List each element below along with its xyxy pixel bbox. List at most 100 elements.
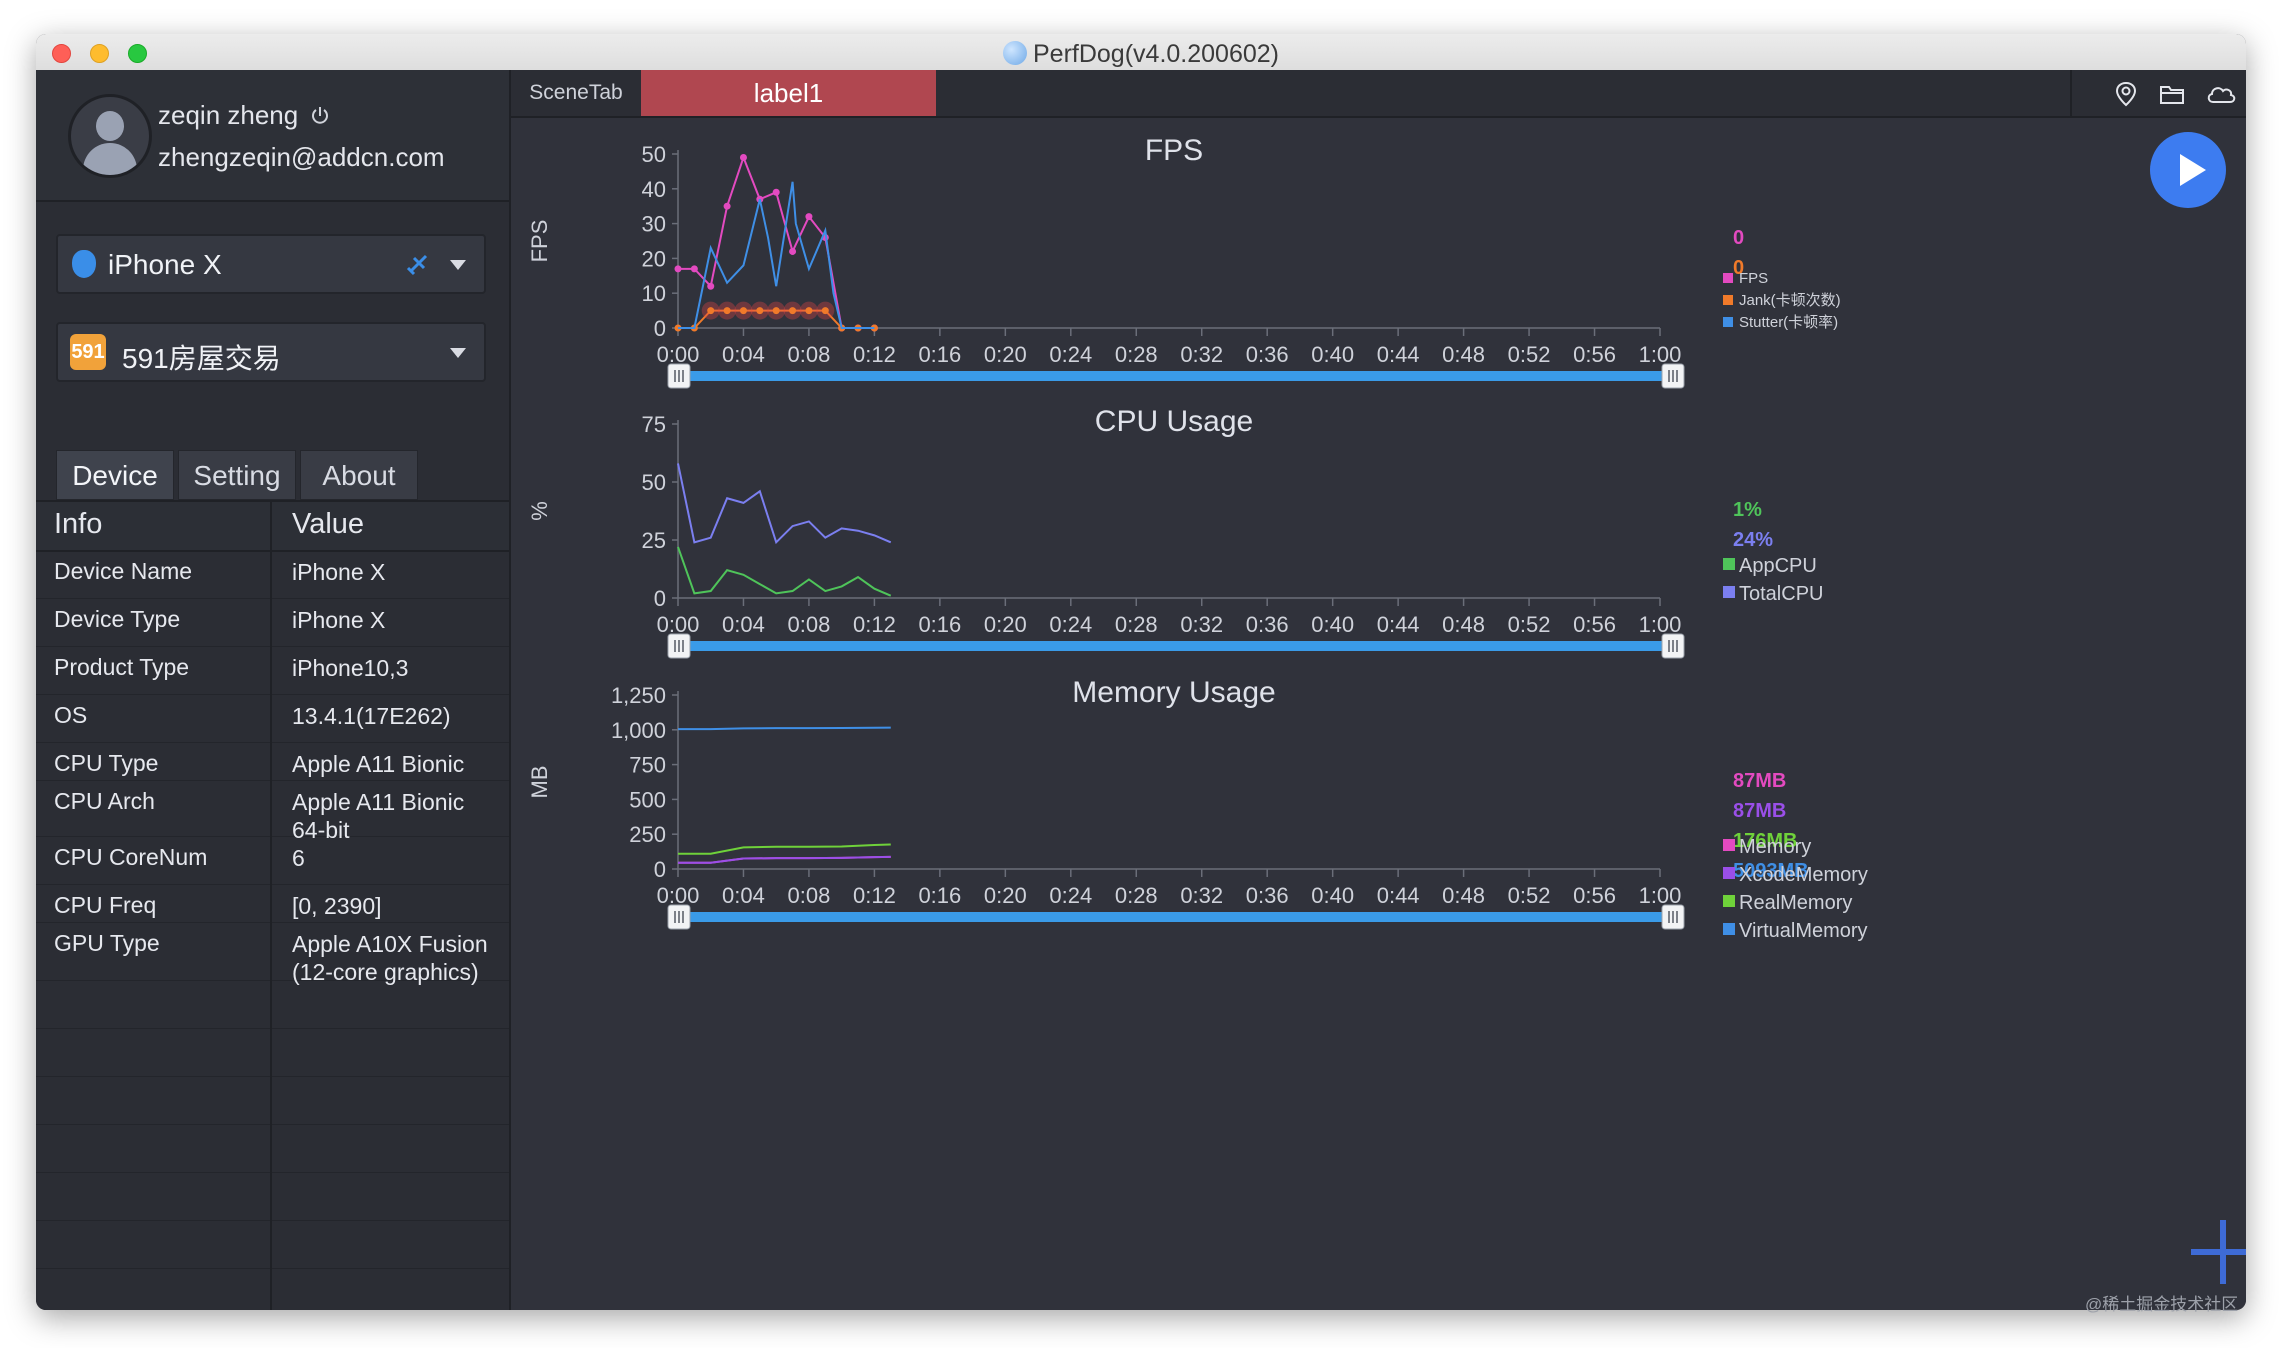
- legend-entry[interactable]: VirtualMemory: [1739, 920, 1868, 942]
- user-name-text: zeqin zheng: [158, 100, 299, 130]
- data-point: [739, 307, 747, 315]
- chart-title: FPS: [1145, 134, 1203, 167]
- x-tick-label: 0:08: [788, 883, 831, 908]
- series-line-totalcpu: [677, 463, 892, 545]
- info-value: [0, 2390]: [292, 893, 382, 919]
- info-value: iPhone10,3: [292, 655, 409, 681]
- column-header-info: Info: [54, 508, 103, 540]
- legend-swatch: [1723, 558, 1735, 570]
- x-tick-label: 0:04: [722, 342, 765, 367]
- location-pin-icon[interactable]: [2112, 80, 2140, 108]
- x-tick-label: 1:00: [1639, 612, 1682, 637]
- y-tick-label: 40: [642, 177, 666, 202]
- current-value: 1%: [1733, 499, 1762, 521]
- y-axis-label: %: [527, 501, 552, 521]
- tab-setting[interactable]: Setting: [178, 450, 296, 500]
- legend-entry[interactable]: Stutter(卡顿率): [1739, 314, 1838, 331]
- y-tick-label: 0: [654, 857, 666, 882]
- toolbar-icons: [2070, 70, 2246, 116]
- chart-title: CPU Usage: [1095, 405, 1253, 438]
- close-window-button[interactable]: [52, 44, 71, 63]
- legend-entry[interactable]: TotalCPU: [1739, 583, 1823, 605]
- x-tick-label: 0:56: [1573, 342, 1616, 367]
- y-tick-label: 50: [642, 142, 666, 167]
- watermark: @稀土掘金技术社区: [2085, 1295, 2239, 1314]
- x-tick-label: 0:00: [657, 342, 700, 367]
- info-value: 6: [292, 845, 305, 871]
- user-name: zeqin zheng: [158, 100, 331, 131]
- folder-icon[interactable]: [2158, 80, 2186, 108]
- legend-entry[interactable]: XcodeMemory: [1739, 864, 1868, 886]
- legend-entry[interactable]: Memory: [1739, 836, 1811, 858]
- y-tick-label: 1,000: [611, 718, 666, 743]
- data-point: [723, 307, 731, 315]
- avatar[interactable]: [68, 94, 152, 178]
- table-row: Product Type iPhone10,3: [36, 646, 509, 695]
- legend-swatch: [1723, 923, 1735, 935]
- legend-entry[interactable]: AppCPU: [1739, 555, 1817, 577]
- minimize-window-button[interactable]: [90, 44, 109, 63]
- y-tick-label: 30: [642, 212, 666, 237]
- table-row: OS 13.4.1(17E262): [36, 694, 509, 743]
- x-tick-label: 0:44: [1377, 883, 1420, 908]
- power-icon[interactable]: [309, 105, 331, 127]
- x-tick-label: 0:24: [1049, 342, 1092, 367]
- chevron-down-icon: [450, 260, 466, 270]
- time-range-slider-track[interactable]: [678, 912, 1672, 922]
- data-point: [789, 307, 797, 315]
- current-value: 5093MB: [1733, 860, 1809, 882]
- x-tick-label: 0:40: [1311, 612, 1354, 637]
- data-point: [723, 202, 731, 210]
- scene-tab[interactable]: SceneTab: [529, 81, 623, 104]
- data-point: [805, 213, 813, 221]
- x-tick-label: 0:52: [1508, 342, 1551, 367]
- device-select[interactable]: iPhone X: [56, 234, 486, 294]
- empty-table-row: [36, 980, 509, 1029]
- current-value: 176MB: [1733, 830, 1797, 852]
- x-tick-label: 0:52: [1508, 883, 1551, 908]
- legend-entry[interactable]: RealMemory: [1739, 892, 1852, 914]
- info-value: 13.4.1(17E262): [292, 703, 451, 729]
- legend-swatch: [1723, 867, 1735, 879]
- title-bar: PerfDog(v4.0.200602): [36, 34, 2246, 71]
- x-tick-label: 0:52: [1508, 612, 1551, 637]
- maximize-window-button[interactable]: [128, 44, 147, 63]
- x-tick-label: 0:16: [918, 612, 961, 637]
- app-select[interactable]: 591 591房屋交易: [56, 322, 486, 382]
- x-tick-label: 0:44: [1377, 342, 1420, 367]
- data-point: [870, 324, 878, 332]
- empty-table-row: [36, 1028, 509, 1077]
- time-range-slider-track[interactable]: [678, 371, 1672, 381]
- legend-entry[interactable]: Jank(卡顿次数): [1739, 292, 1841, 309]
- legend-swatch: [1723, 317, 1733, 327]
- x-tick-label: 0:48: [1442, 342, 1485, 367]
- data-point: [805, 307, 813, 315]
- x-tick-label: 1:00: [1639, 342, 1682, 367]
- empty-table-row: [36, 1076, 509, 1125]
- current-value: 87MB: [1733, 770, 1786, 792]
- y-tick-label: 0: [654, 316, 666, 341]
- y-tick-label: 50: [642, 470, 666, 495]
- cloud-icon[interactable]: [2204, 80, 2238, 108]
- table-row: CPU CoreNum 6: [36, 836, 509, 885]
- x-tick-label: 0:48: [1442, 883, 1485, 908]
- x-tick-label: 0:56: [1573, 612, 1616, 637]
- x-tick-label: 0:24: [1049, 883, 1092, 908]
- add-chart-button[interactable]: [2191, 1220, 2246, 1284]
- data-point: [674, 265, 682, 273]
- tab-about[interactable]: About: [300, 450, 418, 500]
- table-row: CPU Freq [0, 2390]: [36, 884, 509, 923]
- user-panel: zeqin zheng zhengzeqin@addcn.com: [36, 70, 509, 200]
- y-tick-label: 75: [642, 412, 666, 437]
- window-title: PerfDog(v4.0.200602): [36, 40, 2246, 69]
- tab-device[interactable]: Device: [56, 450, 174, 500]
- time-range-slider-track[interactable]: [678, 641, 1672, 651]
- x-tick-label: 0:00: [657, 612, 700, 637]
- tab-label1[interactable]: label1: [641, 70, 936, 116]
- table-row: Device Type iPhone X: [36, 598, 509, 647]
- legend-entry[interactable]: FPS: [1739, 270, 1768, 287]
- info-key: Device Name: [54, 558, 193, 584]
- play-button[interactable]: [2150, 132, 2226, 208]
- y-tick-label: 0: [654, 586, 666, 611]
- x-tick-label: 0:40: [1311, 342, 1354, 367]
